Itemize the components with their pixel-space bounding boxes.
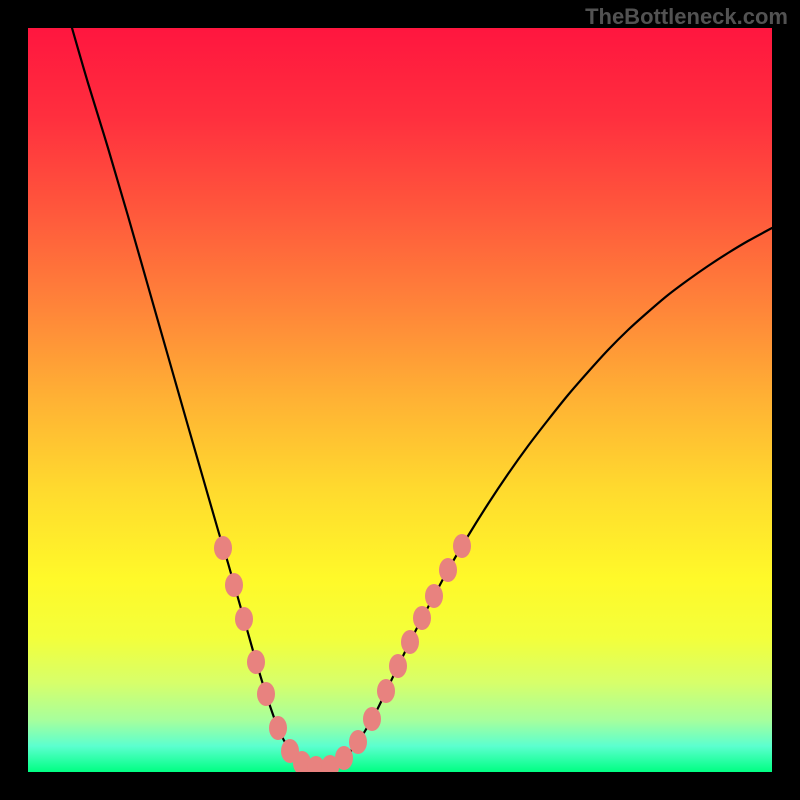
chart-marker	[363, 707, 381, 731]
chart-marker	[425, 584, 443, 608]
chart-marker	[235, 607, 253, 631]
chart-marker	[335, 746, 353, 770]
chart-marker	[214, 536, 232, 560]
chart-marker	[377, 679, 395, 703]
chart-marker	[453, 534, 471, 558]
chart-curve	[28, 28, 772, 772]
chart-marker	[269, 716, 287, 740]
chart-marker	[401, 630, 419, 654]
chart-marker	[349, 730, 367, 754]
chart-marker	[225, 573, 243, 597]
chart-outer-frame: TheBottleneck.com	[0, 0, 800, 800]
chart-marker	[257, 682, 275, 706]
chart-marker	[439, 558, 457, 582]
chart-marker	[247, 650, 265, 674]
chart-markers	[214, 534, 471, 772]
chart-plot-area	[28, 28, 772, 772]
chart-marker	[389, 654, 407, 678]
chart-marker	[413, 606, 431, 630]
watermark-text: TheBottleneck.com	[585, 4, 788, 30]
